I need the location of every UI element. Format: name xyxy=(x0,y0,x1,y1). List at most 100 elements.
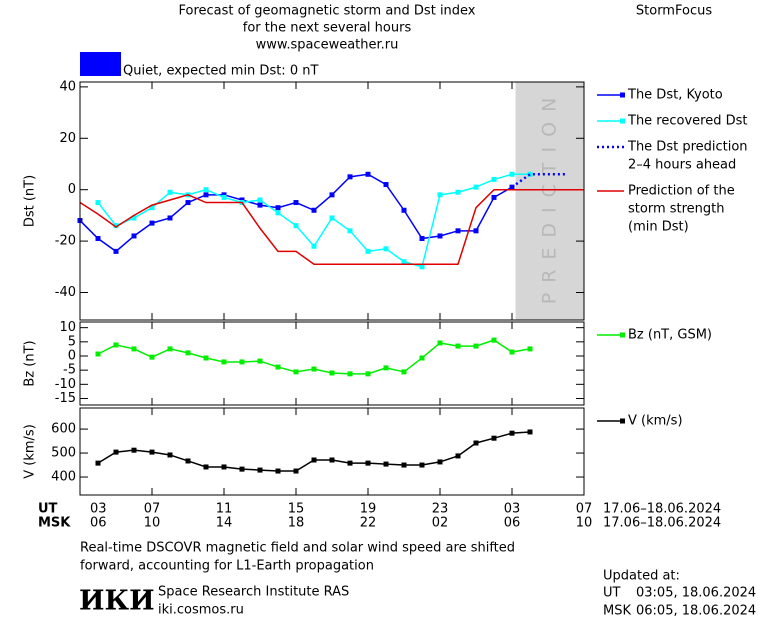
data-point xyxy=(185,458,191,464)
legend-marker xyxy=(620,332,625,338)
x2-tick-label: 18 xyxy=(288,516,305,531)
data-point xyxy=(419,236,425,242)
data-point xyxy=(257,197,263,203)
y-tick-label: 20 xyxy=(59,131,76,146)
data-point xyxy=(491,337,497,343)
legend-marker xyxy=(620,92,625,98)
data-point xyxy=(437,233,443,239)
data-point xyxy=(401,462,407,468)
data-point xyxy=(275,205,281,211)
prediction-region xyxy=(515,82,584,320)
data-point xyxy=(329,192,335,198)
x2-tick-label: 14 xyxy=(216,516,233,531)
x-tick-label: 07 xyxy=(576,502,593,517)
data-point xyxy=(203,355,209,361)
data-point xyxy=(311,207,317,213)
data-point xyxy=(113,342,119,348)
x-tick-label: 03 xyxy=(90,502,107,517)
data-point xyxy=(149,220,155,226)
data-point xyxy=(293,223,299,229)
updated-label: Updated at: xyxy=(603,569,680,584)
data-point xyxy=(221,359,227,365)
data-point xyxy=(509,430,515,436)
x2-tick-label: 10 xyxy=(576,516,593,531)
data-point xyxy=(149,354,155,360)
y-tick-label: 400 xyxy=(51,470,76,485)
data-point xyxy=(437,340,443,346)
series-line xyxy=(511,173,566,189)
data-point xyxy=(437,459,443,465)
series-line xyxy=(97,431,531,472)
x-row-label: MSK xyxy=(38,516,71,531)
data-point xyxy=(95,460,101,466)
data-point xyxy=(383,246,389,252)
y-tick-label: -10 xyxy=(55,377,76,392)
data-point xyxy=(95,236,101,242)
data-point xyxy=(95,200,101,206)
logo: ИКИ xyxy=(79,586,155,617)
plot-frame xyxy=(79,81,585,321)
data-point xyxy=(347,174,353,180)
series-line xyxy=(79,188,584,265)
series-line xyxy=(79,173,513,253)
status-swatch xyxy=(80,52,121,76)
title-line: www.spaceweather.ru xyxy=(256,38,399,53)
data-point xyxy=(221,464,227,470)
data-point xyxy=(311,243,317,249)
data-point xyxy=(527,346,533,352)
data-point xyxy=(257,467,263,473)
x-row-label: UT xyxy=(38,502,58,517)
y-tick-label: 10 xyxy=(59,320,76,335)
data-point xyxy=(509,349,515,355)
data-point xyxy=(311,457,317,463)
legend-label: Bz (nT, GSM) xyxy=(628,328,712,343)
data-point xyxy=(293,369,299,375)
data-point xyxy=(185,350,191,356)
data-point xyxy=(329,215,335,221)
legend-label: The Dst prediction xyxy=(627,140,748,155)
data-point xyxy=(185,200,191,206)
footer-note: forward, accounting for L1-Earth propaga… xyxy=(80,559,374,574)
data-point xyxy=(365,460,371,466)
data-point xyxy=(383,182,389,188)
x2-tick-label: 22 xyxy=(360,516,377,531)
x2-tick-label: 02 xyxy=(432,516,449,531)
data-point xyxy=(491,194,497,200)
data-point xyxy=(131,447,137,453)
data-point xyxy=(473,228,479,234)
data-point xyxy=(275,364,281,370)
x2-tick-label: 06 xyxy=(90,516,107,531)
updated-time: 03:05, 18.06.2024 xyxy=(636,586,756,601)
updated-time: 06:05, 18.06.2024 xyxy=(636,604,756,619)
data-point xyxy=(455,453,461,459)
data-point xyxy=(239,197,245,203)
data-point xyxy=(149,205,155,211)
data-point xyxy=(95,351,101,357)
brand: StormFocus xyxy=(636,4,712,19)
updated-zone: UT xyxy=(603,586,621,601)
data-point xyxy=(329,457,335,463)
y-tick-label: -20 xyxy=(55,234,76,249)
data-point xyxy=(329,370,335,376)
data-point xyxy=(419,264,425,270)
data-point xyxy=(203,464,209,470)
y-tick-label: 5 xyxy=(68,334,76,349)
data-point xyxy=(473,184,479,190)
data-point xyxy=(203,187,209,193)
data-point xyxy=(473,440,479,446)
data-point xyxy=(401,259,407,265)
data-point xyxy=(239,466,245,472)
y-tick-label: 500 xyxy=(51,446,76,461)
title-line: Forecast of geomagnetic storm and Dst in… xyxy=(178,4,475,19)
data-point xyxy=(167,215,173,221)
title-line: for the next several hours xyxy=(243,21,412,36)
data-point xyxy=(113,449,119,455)
data-point xyxy=(167,346,173,352)
x-tick-label: 07 xyxy=(144,502,161,517)
data-point xyxy=(527,171,533,177)
x-tick-label: 15 xyxy=(288,502,305,517)
x-row-range: 17.06–18.06.2024 xyxy=(603,502,721,517)
data-point xyxy=(113,223,119,229)
data-point xyxy=(113,248,119,254)
